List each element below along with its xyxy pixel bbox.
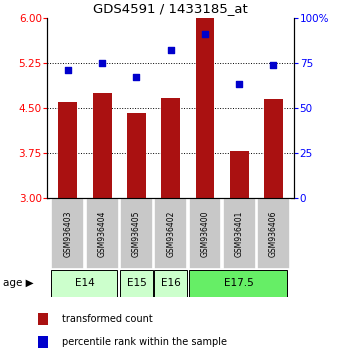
- Bar: [154, 198, 187, 269]
- Point: [65, 67, 71, 73]
- Text: GSM936405: GSM936405: [132, 210, 141, 257]
- Text: GSM936400: GSM936400: [200, 210, 210, 257]
- Bar: [120, 270, 153, 297]
- Text: E16: E16: [161, 278, 180, 288]
- Bar: [223, 198, 256, 269]
- Text: GSM936406: GSM936406: [269, 210, 278, 257]
- Point: [168, 47, 173, 53]
- Point: [237, 82, 242, 87]
- Point: [271, 62, 276, 68]
- Bar: [86, 198, 119, 269]
- Bar: [189, 198, 221, 269]
- Bar: [58, 102, 77, 198]
- Bar: [38, 336, 48, 348]
- Title: GDS4591 / 1433185_at: GDS4591 / 1433185_at: [93, 2, 248, 15]
- Bar: [264, 99, 283, 198]
- Bar: [51, 198, 84, 269]
- Bar: [196, 18, 214, 198]
- Text: E15: E15: [126, 278, 146, 288]
- Text: GSM936402: GSM936402: [166, 210, 175, 257]
- Point: [134, 74, 139, 80]
- Bar: [189, 270, 287, 297]
- Bar: [161, 98, 180, 198]
- Text: GSM936404: GSM936404: [98, 210, 107, 257]
- Bar: [38, 313, 48, 325]
- Text: transformed count: transformed count: [62, 314, 153, 324]
- Text: E14: E14: [75, 278, 95, 288]
- Text: E17.5: E17.5: [224, 278, 254, 288]
- Text: percentile rank within the sample: percentile rank within the sample: [62, 337, 227, 347]
- Text: GSM936403: GSM936403: [64, 210, 72, 257]
- Point: [202, 31, 208, 37]
- Text: age ▶: age ▶: [3, 278, 34, 288]
- Bar: [51, 270, 117, 297]
- Point: [99, 60, 105, 66]
- Bar: [93, 93, 112, 198]
- Bar: [154, 270, 187, 297]
- Bar: [127, 113, 146, 198]
- Bar: [120, 198, 153, 269]
- Bar: [257, 198, 290, 269]
- Text: GSM936401: GSM936401: [235, 210, 244, 257]
- Bar: [230, 151, 249, 198]
